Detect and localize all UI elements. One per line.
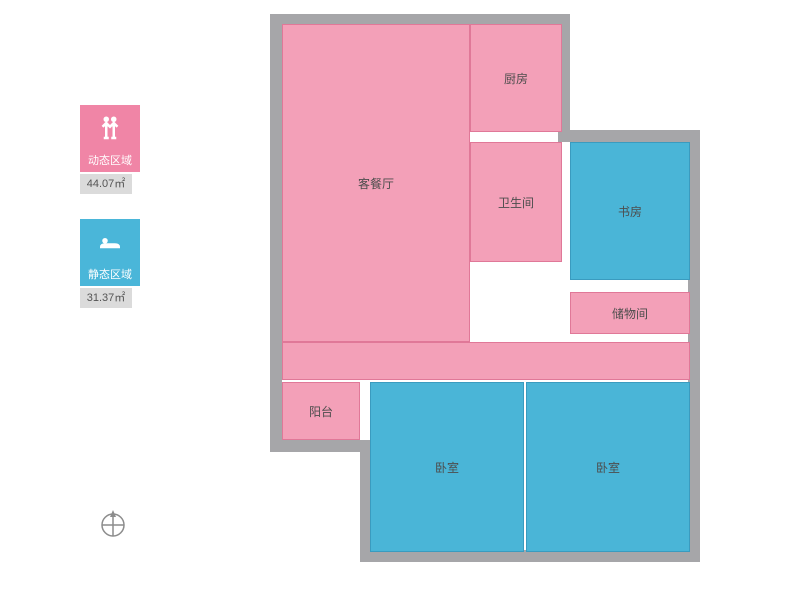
legend: 动态区域 44.07㎡ 静态区域 31.37㎡ — [80, 105, 140, 333]
room-label: 书房 — [618, 203, 642, 220]
room-bed2: 卧室 — [526, 382, 690, 552]
room-kitchen: 厨房 — [470, 24, 562, 132]
floorplan: 客餐厅 厨房卫生间书房储物间阳台卧室 卧室 — [270, 14, 700, 560]
sleep-icon — [80, 219, 140, 264]
wall — [270, 14, 282, 450]
room-label: 厨房 — [504, 70, 528, 87]
room-label: 储物间 — [612, 305, 648, 322]
room-bed1: 卧室 — [370, 382, 524, 552]
room-label: 客餐厅 — [358, 175, 394, 192]
wall — [270, 440, 370, 452]
legend-dynamic-label: 动态区域 — [80, 150, 140, 172]
room-bath: 卫生间 — [470, 142, 562, 262]
room-balcony: 阳台 — [282, 382, 360, 440]
room-corridor — [282, 342, 690, 380]
room-label: 卧室 — [435, 459, 459, 476]
legend-static-value: 31.37㎡ — [80, 288, 132, 308]
room-study: 书房 — [570, 142, 690, 280]
compass-icon — [98, 510, 128, 540]
legend-static: 静态区域 31.37㎡ — [80, 219, 140, 308]
room-living: 客餐厅 — [282, 24, 470, 342]
people-icon — [80, 105, 140, 150]
room-label: 卧室 — [596, 459, 620, 476]
room-label: 阳台 — [309, 403, 333, 420]
legend-dynamic-value: 44.07㎡ — [80, 174, 132, 194]
legend-dynamic: 动态区域 44.07㎡ — [80, 105, 140, 194]
room-label: 卫生间 — [498, 194, 534, 211]
room-storage: 储物间 — [570, 292, 690, 334]
legend-static-label: 静态区域 — [80, 264, 140, 286]
wall — [558, 130, 700, 142]
